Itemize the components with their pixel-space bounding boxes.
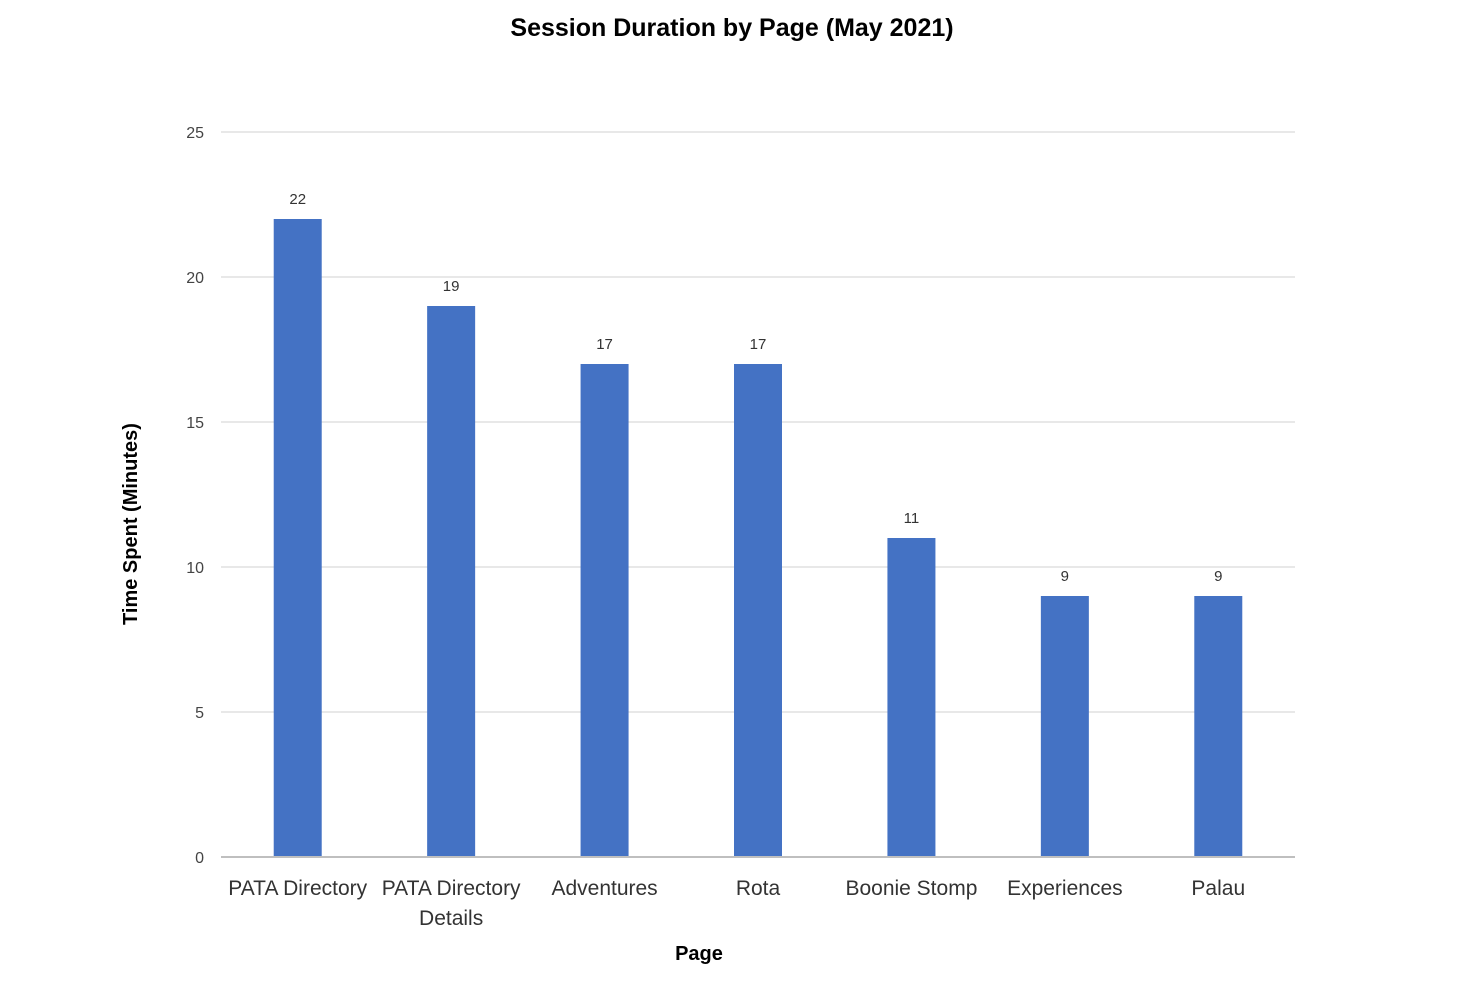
data-label: 11	[904, 510, 920, 527]
y-tick-label: 0	[195, 850, 204, 867]
chart-title: Session Duration by Page (May 2021)	[510, 14, 953, 42]
y-axis-ticks: 0 5 10 15 20 25	[186, 125, 204, 867]
x-tick-label: Adventures	[551, 877, 657, 900]
bar	[734, 364, 782, 856]
bar	[427, 306, 476, 856]
bar	[1040, 596, 1089, 856]
y-tick-label: 5	[195, 705, 204, 722]
bar	[887, 538, 936, 856]
data-label: 19	[443, 278, 460, 295]
y-axis-title: Time Spent (Minutes)	[120, 423, 142, 625]
bar	[580, 364, 629, 856]
data-label: 9	[1214, 568, 1222, 585]
x-tick-label: PATA Directory Details	[382, 877, 521, 930]
y-tick-label: 15	[186, 415, 204, 432]
data-labels: 22 19 17 17 11 9 9	[289, 191, 1222, 585]
x-tick-label: Boonie Stomp	[845, 877, 977, 900]
y-tick-label: 20	[186, 270, 204, 287]
data-label: 22	[289, 191, 306, 208]
y-tick-label: 10	[186, 560, 204, 577]
bar	[1194, 596, 1243, 856]
bars	[273, 219, 1243, 856]
x-tick-label: Experiences	[1007, 877, 1123, 900]
data-label: 9	[1061, 568, 1069, 585]
x-tick-label: Palau	[1191, 877, 1245, 900]
x-axis-ticks: PATA Directory PATA Directory Details Adven…	[228, 877, 1245, 930]
x-tick-label: Rota	[736, 877, 781, 900]
data-label: 17	[596, 336, 613, 353]
y-tick-label: 25	[186, 125, 204, 142]
x-axis-title: Page	[675, 943, 723, 965]
data-label: 17	[750, 336, 767, 353]
bar	[273, 219, 322, 856]
x-tick-label: PATA Directory	[228, 877, 367, 900]
